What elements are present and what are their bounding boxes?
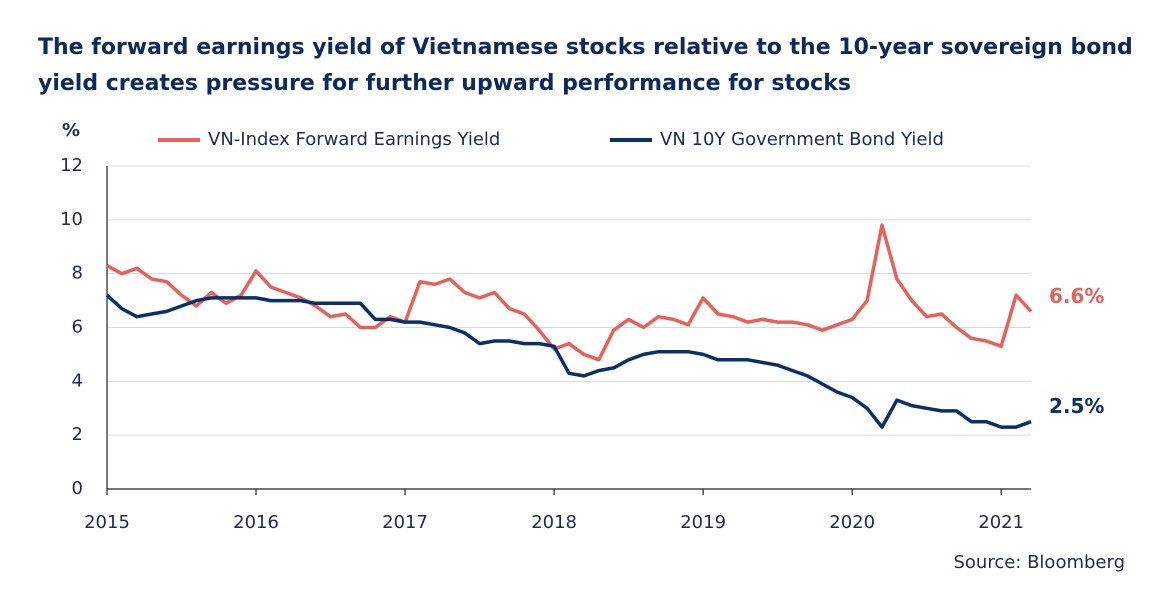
legend-label: VN 10Y Government Bond Yield: [660, 129, 944, 150]
x-tick-label: 2018: [531, 512, 577, 533]
y-axis-label: %: [62, 120, 80, 141]
y-tick-label: 10: [60, 209, 83, 230]
y-tick-label: 0: [72, 478, 83, 499]
y-tick-label: 2: [72, 424, 83, 445]
legend-label: VN-Index Forward Earnings Yield: [208, 129, 500, 150]
chart-title: yield creates pressure for further upwar…: [38, 71, 851, 96]
x-tick-label: 2021: [978, 512, 1024, 533]
series-line: [106, 223, 1033, 362]
x-tick-label: 2016: [233, 512, 279, 533]
chart-title: The forward earnings yield of Vietnamese…: [38, 35, 1133, 60]
source: Source: Bloomberg: [953, 552, 1125, 573]
end-label: 2.5%: [1049, 394, 1104, 418]
end-label: 6.6%: [1049, 284, 1104, 308]
series-line: [105, 293, 1032, 429]
x-tick-label: 2019: [680, 512, 726, 533]
x-tick-label: 2017: [382, 512, 428, 533]
y-tick-label: 6: [72, 317, 83, 338]
y-tick-label: 8: [72, 263, 83, 284]
x-tick-label: 2015: [84, 512, 130, 533]
y-tick-label: 12: [60, 155, 83, 176]
x-tick-label: 2020: [829, 512, 875, 533]
y-tick-label: 4: [72, 370, 83, 391]
